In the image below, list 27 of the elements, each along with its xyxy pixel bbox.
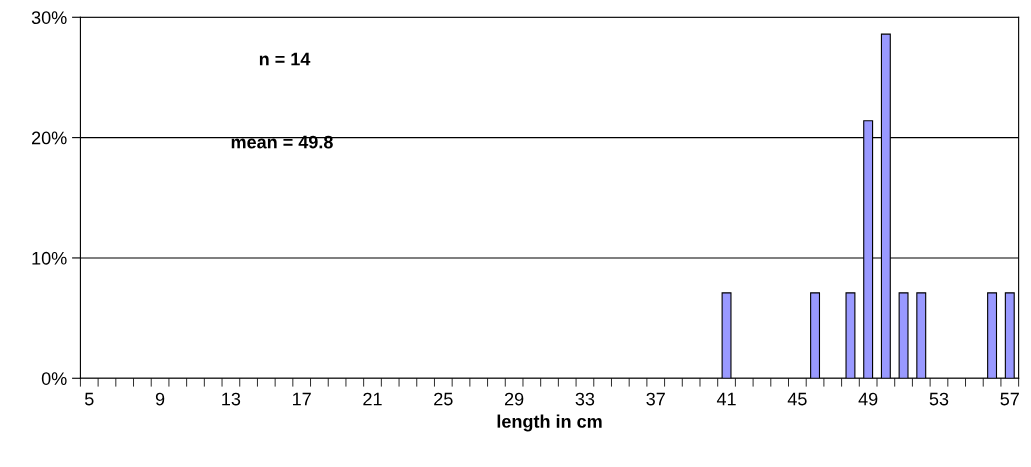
- y-tick-label: 0%: [41, 372, 67, 385]
- x-tick-label: 53: [929, 392, 949, 406]
- x-tick-label: 57: [1000, 392, 1019, 406]
- bar: [916, 292, 927, 379]
- bar: [1004, 292, 1015, 379]
- x-tick-label: 9: [155, 392, 165, 406]
- x-tick-label: 41: [716, 392, 736, 406]
- y-tick-label: 20%: [32, 131, 67, 145]
- bar: [898, 292, 909, 379]
- x-axis-title: length in cm: [497, 414, 602, 432]
- y-tick-label: 10%: [32, 251, 67, 265]
- y-tick-label: 30%: [31, 11, 67, 24]
- x-tick-label: 5: [84, 392, 94, 406]
- x-tick-label: 37: [646, 392, 665, 406]
- x-tick-label: 45: [787, 392, 807, 406]
- x-tick-label: 29: [504, 392, 524, 406]
- x-tick-label: 17: [293, 392, 311, 406]
- x-tick-label: 49: [858, 392, 878, 406]
- bar: [721, 292, 732, 379]
- x-tick-label: 25: [434, 392, 453, 406]
- x-tick-label: 13: [222, 392, 241, 406]
- bar: [987, 292, 998, 379]
- bar: [845, 292, 856, 379]
- bar: [810, 292, 821, 379]
- x-tick-label: 33: [575, 392, 595, 406]
- annotation: n = 14: [259, 52, 311, 66]
- x-tick-label: 21: [363, 392, 382, 406]
